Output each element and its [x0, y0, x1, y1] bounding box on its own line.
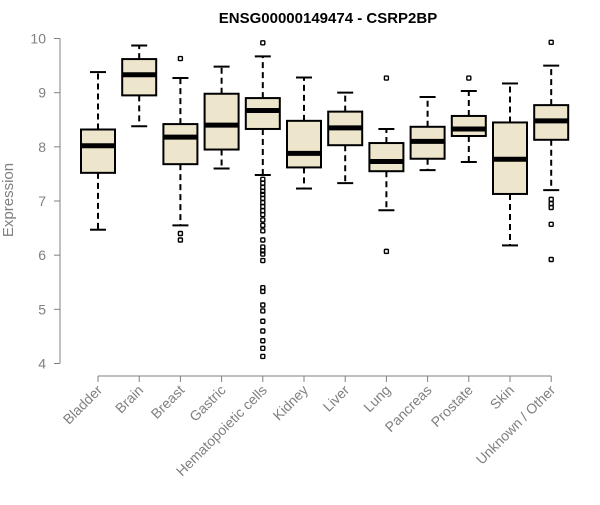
box-group: [244, 40, 281, 360]
outlier-point: [548, 39, 554, 45]
y-axis-label: Expression: [0, 163, 17, 237]
box-group: [80, 71, 116, 231]
outlier-point: [260, 237, 266, 243]
outlier-point: [548, 196, 554, 203]
outlier-point: [260, 195, 266, 201]
box-group: [121, 44, 158, 128]
x-tick-label: Breast: [148, 382, 188, 422]
iqr-box: [286, 119, 322, 169]
outlier-point: [260, 40, 266, 46]
outlier-point: [260, 302, 266, 308]
iqr-box: [203, 92, 240, 151]
x-tick-label: Prostate: [428, 382, 476, 430]
iqr-box: [80, 128, 116, 174]
box-group: [162, 55, 199, 243]
outlier-point: [260, 211, 266, 218]
outlier-point: [260, 257, 266, 264]
outlier-point: [260, 318, 266, 324]
box-group: [368, 75, 405, 255]
x-tick-label: Bladder: [60, 382, 106, 428]
outlier-point: [548, 221, 554, 227]
outlier-point: [260, 180, 266, 186]
box-group: [203, 65, 240, 170]
y-tick-label: 7: [38, 193, 46, 209]
outlier-point: [260, 228, 266, 234]
iqr-box: [244, 97, 281, 130]
outlier-point: [177, 55, 184, 62]
iqr-box: [162, 123, 199, 166]
x-tick-label: Skin: [487, 382, 518, 413]
outlier-point: [383, 75, 390, 81]
outlier-point: [383, 248, 390, 255]
outlier-point: [177, 230, 184, 237]
outlier-point: [548, 204, 554, 211]
box-group: [286, 76, 322, 190]
outlier-point: [260, 338, 266, 344]
outlier-point: [260, 308, 266, 314]
chart-title: ENSG00000149474 - CSRP2BP: [219, 10, 437, 27]
box-group: [409, 96, 446, 172]
outlier-point: [177, 237, 184, 243]
outlier-point: [260, 203, 266, 210]
y-tick-label: 10: [30, 31, 46, 47]
iqr-box: [450, 114, 487, 138]
y-tick-label: 6: [38, 247, 46, 263]
outlier-point: [466, 75, 472, 81]
outlier-point: [260, 222, 266, 229]
outlier-point: [548, 256, 554, 263]
iqr-box: [368, 142, 405, 173]
outlier-point: [260, 251, 266, 257]
outlier-point: [260, 345, 266, 352]
x-tick-label: Brain: [112, 382, 146, 416]
boxes-layer: [80, 39, 570, 360]
x-tick-label: Kidney: [270, 382, 312, 424]
outlier-point: [260, 188, 266, 194]
x-tick-label: Lung: [360, 382, 393, 415]
outlier-point: [260, 288, 266, 295]
outlier-point: [260, 328, 266, 334]
box-group: [450, 75, 487, 163]
y-tick-label: 9: [38, 85, 46, 101]
box-group: [327, 91, 364, 185]
box-group: [533, 39, 570, 263]
box-group: [492, 82, 528, 247]
outlier-point: [260, 353, 266, 360]
y-tick-label: 8: [38, 139, 46, 155]
x-tick-label: Liver: [320, 382, 353, 415]
y-tick-label: 5: [38, 301, 46, 317]
outlier-point: [260, 217, 266, 223]
y-tick-label: 4: [38, 356, 46, 372]
outlier-point: [260, 248, 266, 254]
